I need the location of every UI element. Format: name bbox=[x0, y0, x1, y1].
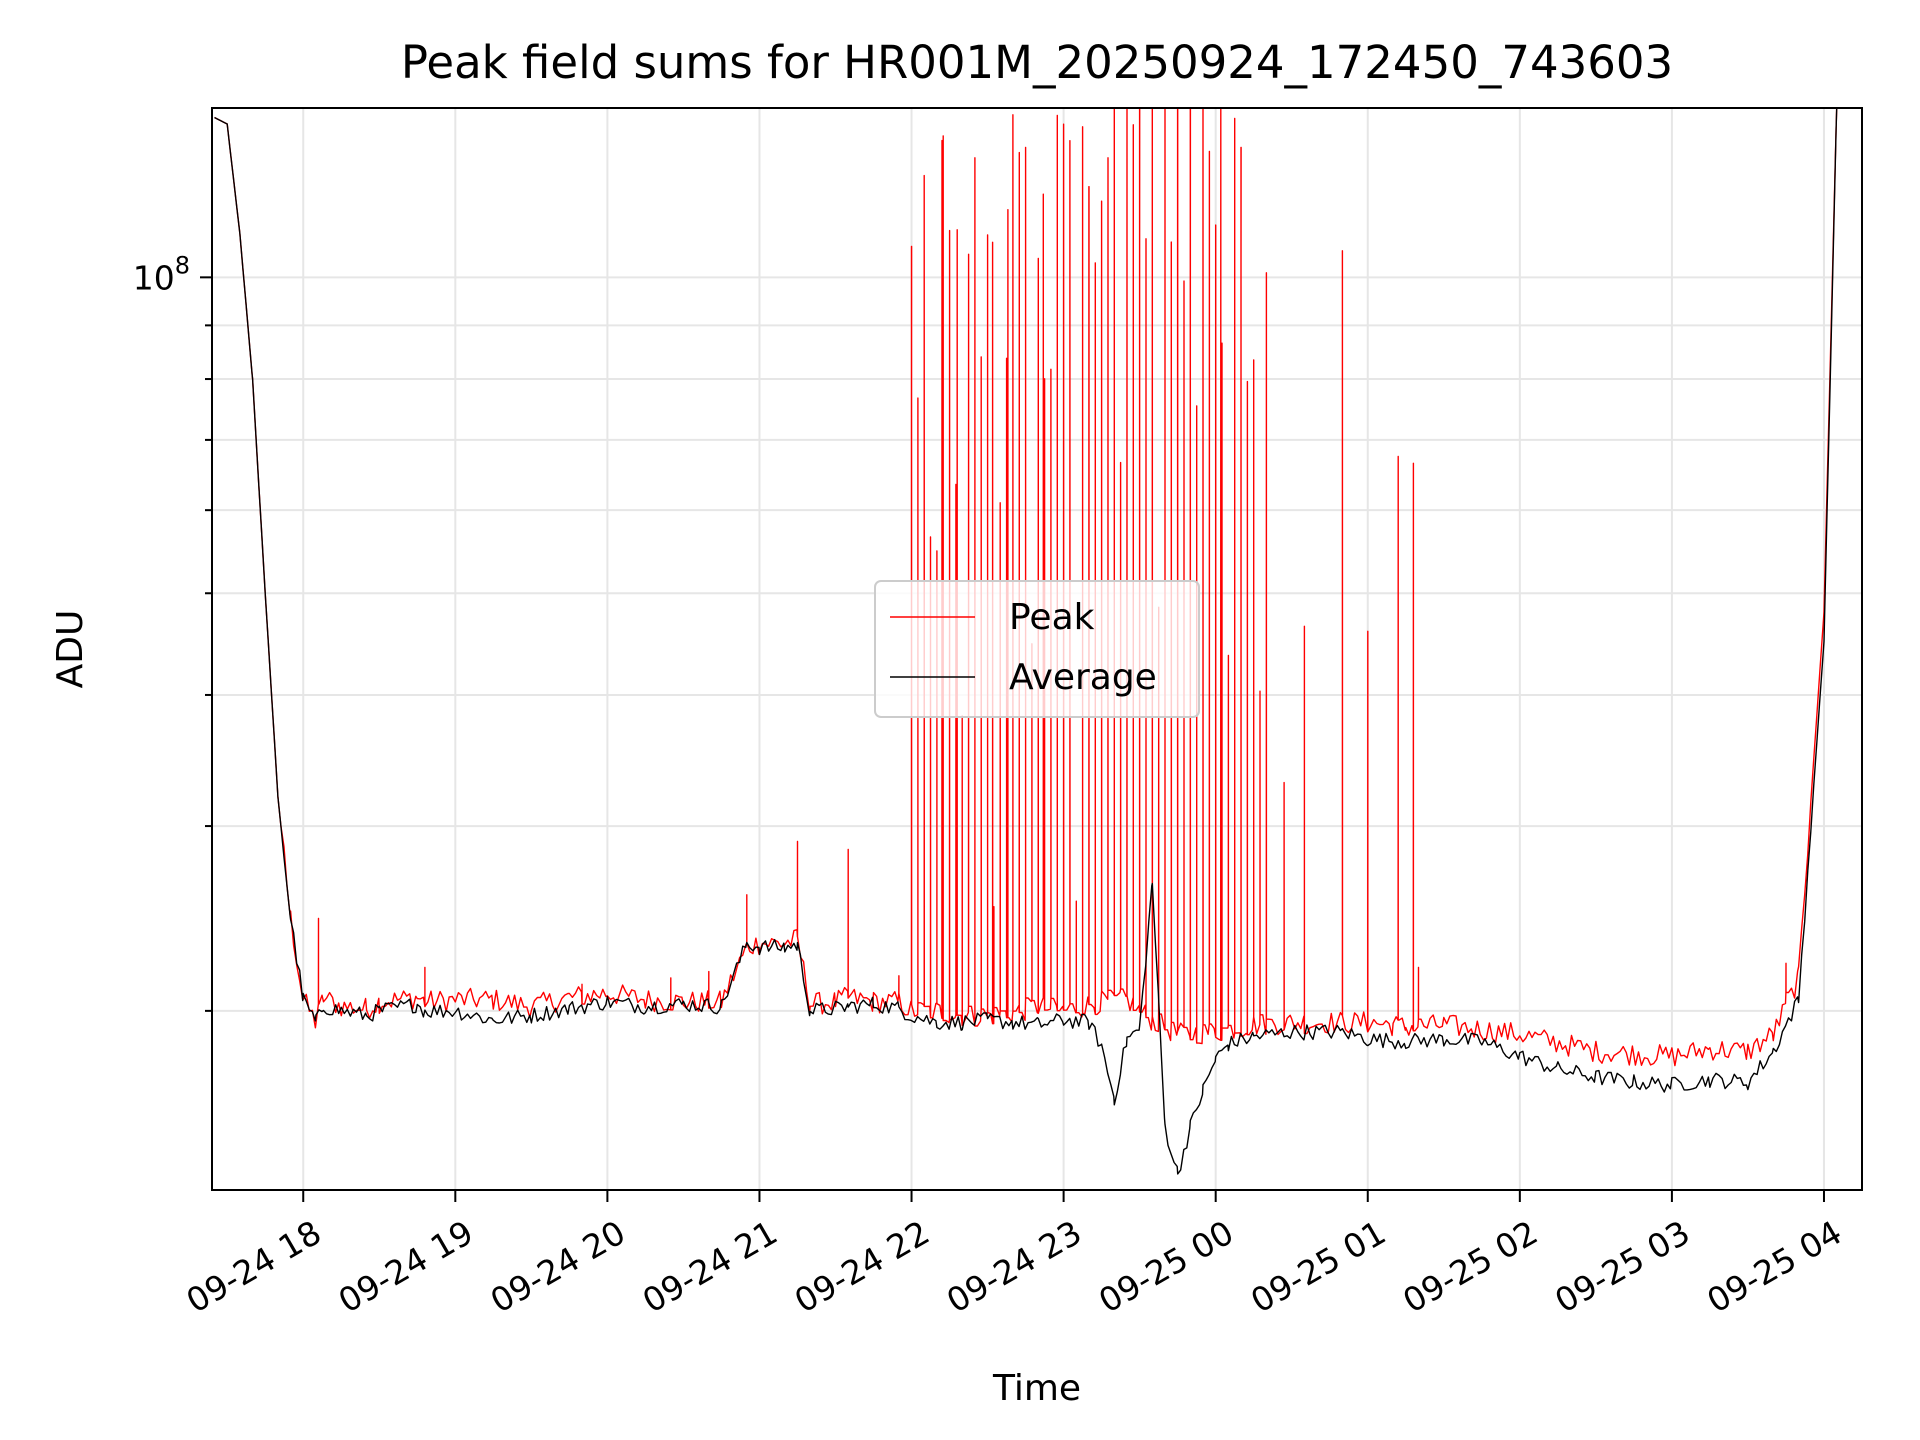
y-axis-label: ADU bbox=[50, 610, 91, 689]
chart-title: Peak field sums for HR001M_20250924_1724… bbox=[401, 36, 1673, 89]
legend: Peak Average bbox=[874, 580, 1200, 718]
series-layer bbox=[214, 108, 1838, 1175]
legend-label-average: Average bbox=[1009, 657, 1157, 698]
series-line-average bbox=[214, 108, 1838, 1175]
x-axis-label: Time bbox=[992, 1368, 1081, 1409]
y-tick-label: 108 bbox=[133, 251, 190, 297]
legend-label-peak: Peak bbox=[1009, 597, 1095, 638]
legend-box bbox=[874, 580, 1200, 718]
y-axis: 108 bbox=[133, 251, 212, 1012]
series-line-peak bbox=[214, 108, 1838, 1067]
plot-frame bbox=[211, 107, 1863, 1191]
